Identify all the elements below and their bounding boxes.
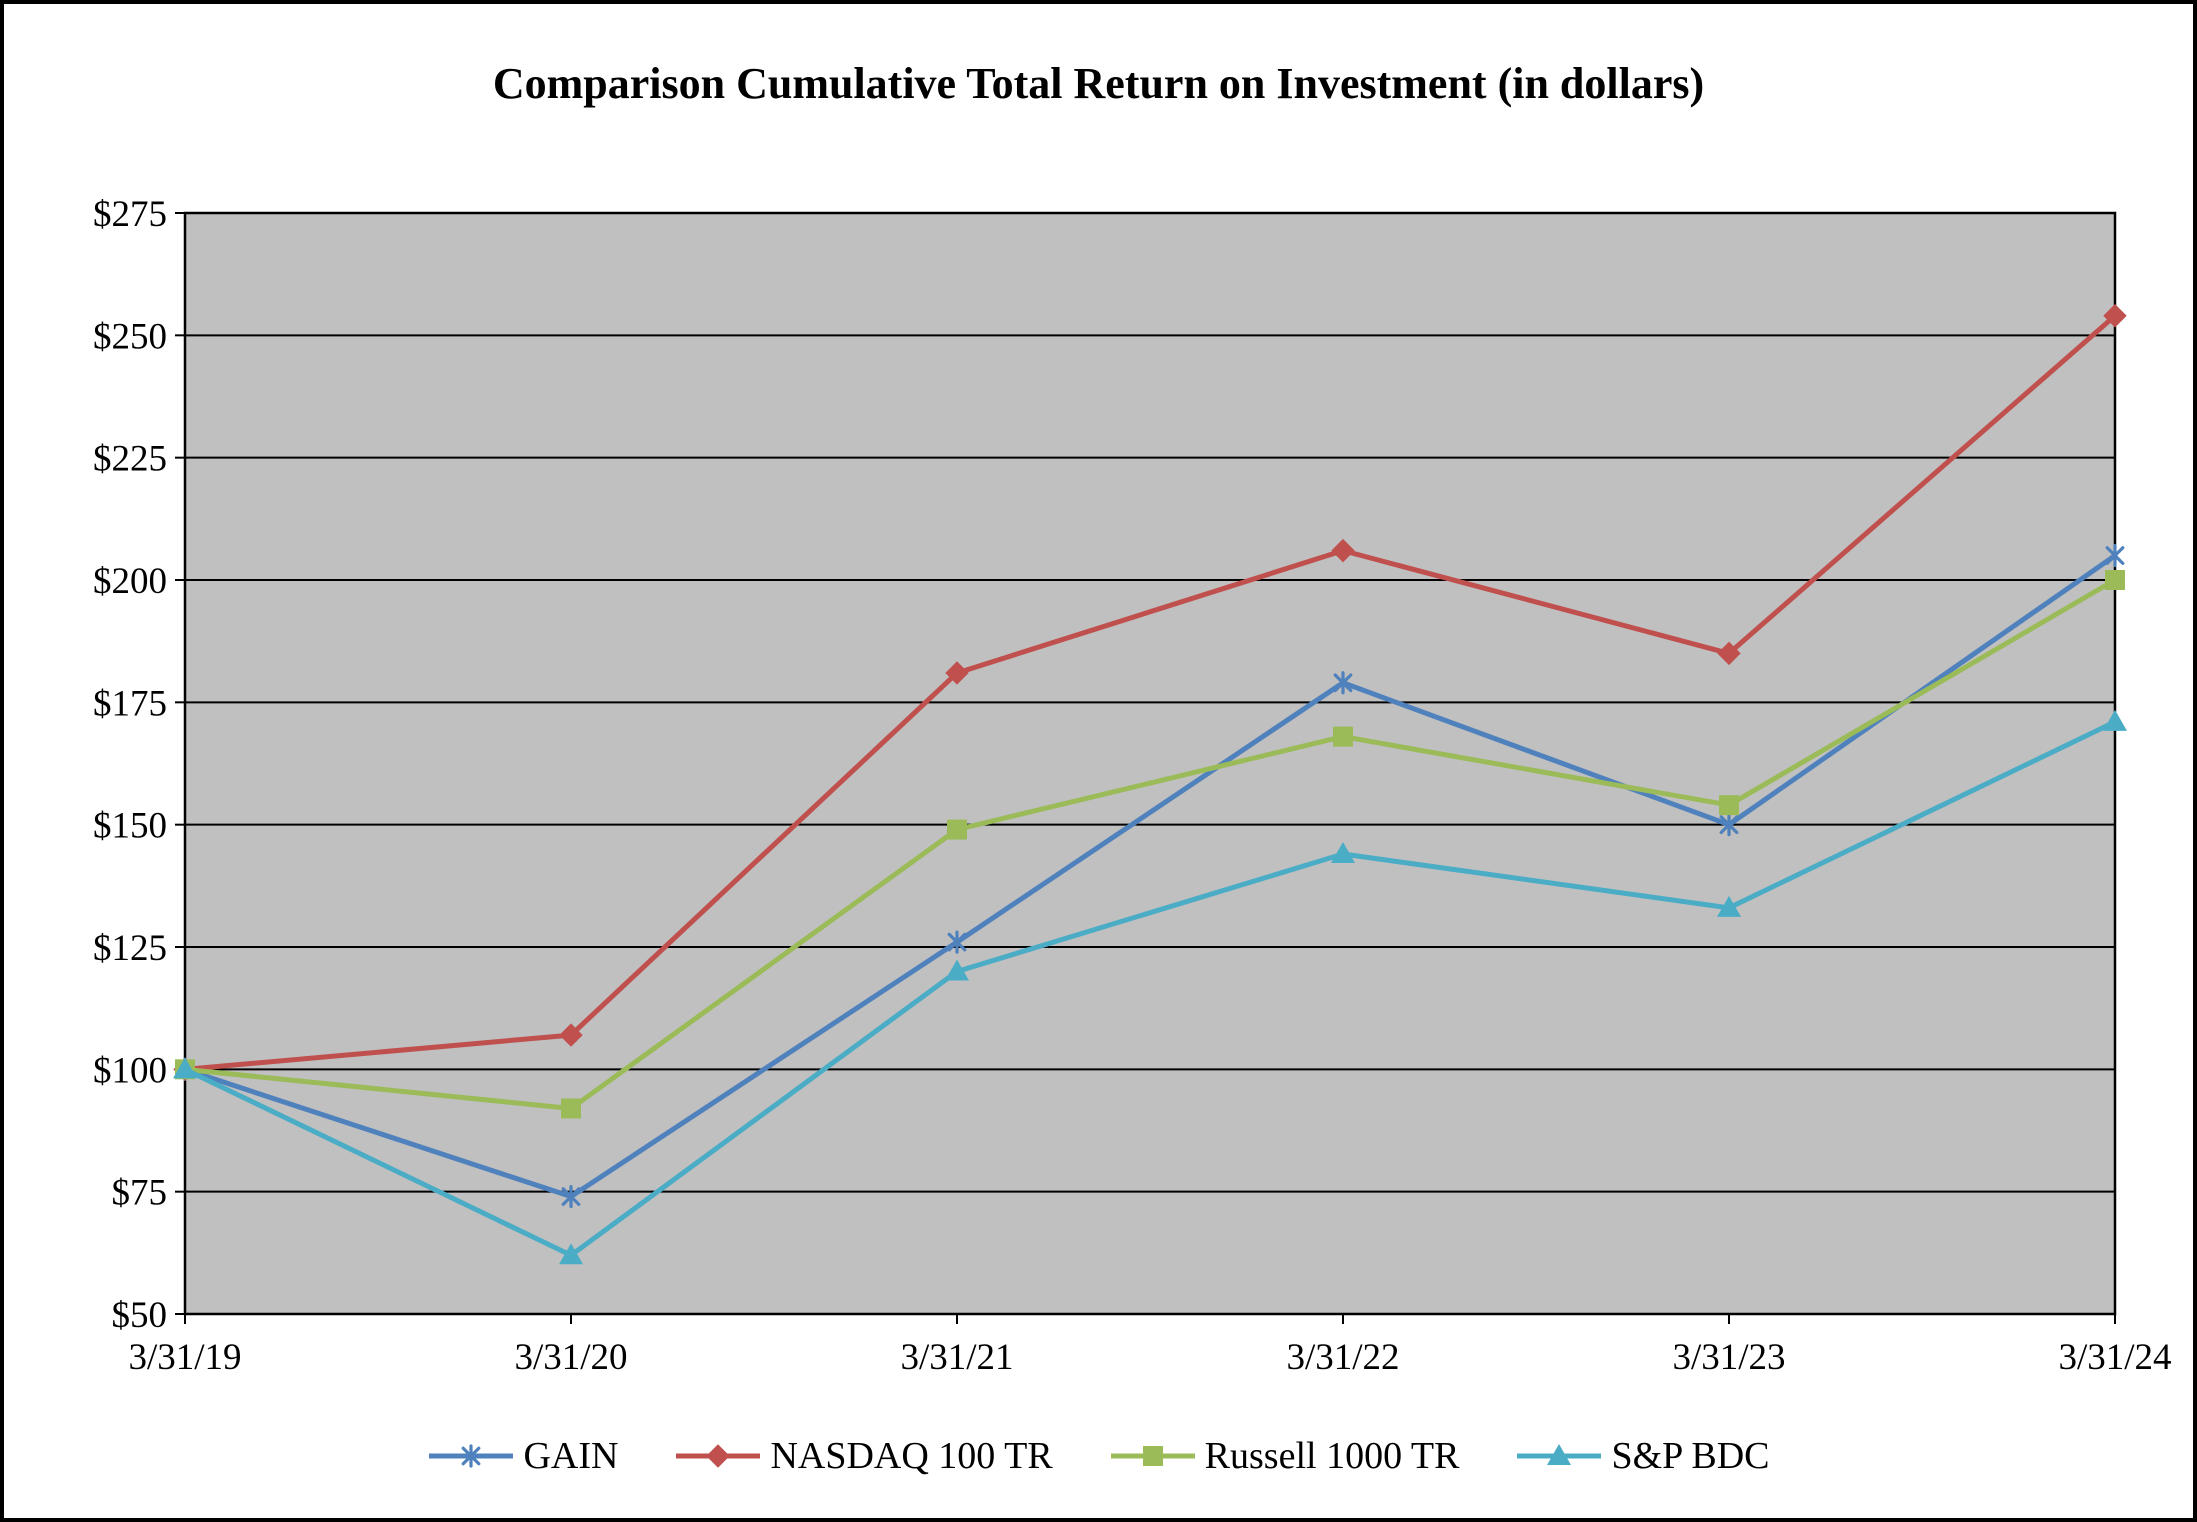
series-s-p-bdc xyxy=(173,709,2127,1265)
series-line-russell-1000-tr xyxy=(182,577,2118,1111)
series-russell-1000-tr xyxy=(175,570,2125,1119)
x-tick-label: 3/31/19 xyxy=(128,1337,241,1378)
chart-legend: GAIN NASDAQ 100 TR Russell 1000 TR S&P BDC xyxy=(4,1434,2193,1478)
y-tick-label: $100 xyxy=(93,1050,167,1091)
x-axis-labels: 3/31/19 3/31/20 3/31/21 3/31/22 3/31/23 3/31/… xyxy=(128,1314,2172,1378)
series-line-gain xyxy=(182,553,2118,1200)
legend-marker-nasdaq-100-tr-icon xyxy=(676,1444,761,1468)
y-tick-label: $150 xyxy=(93,806,167,847)
x-tick-label: 3/31/22 xyxy=(1286,1337,1399,1378)
legend-marker-s-p-bdc-icon xyxy=(1517,1444,1602,1465)
series-line-nasdaq-100-tr xyxy=(182,313,2118,1072)
legend-item-s-p-bdc: S&P BDC xyxy=(1515,1434,1770,1478)
legend-label-russell-1000-tr: Russell 1000 TR xyxy=(1204,1435,1460,1477)
y-axis-labels: $50 $75 $100 $125 $150 $175 $200 $225 $250 $275 xyxy=(93,194,167,1336)
y-tick-label: $175 xyxy=(93,683,167,724)
y-tick-label: $275 xyxy=(93,194,167,235)
legend-item-gain: GAIN xyxy=(427,1434,618,1478)
x-tick-label: 3/31/21 xyxy=(900,1337,1013,1378)
plot-border xyxy=(183,211,2117,1316)
y-tick-label: $250 xyxy=(93,316,167,357)
legend-item-russell-1000-tr: Russell 1000 TR xyxy=(1109,1434,1460,1478)
x-tick-label: 3/31/24 xyxy=(2058,1337,2171,1378)
y-tick-label: $50 xyxy=(112,1295,168,1336)
line-chart: $50 $75 $100 $125 $150 $175 $200 $225 $250 $275 3/… xyxy=(93,194,2172,1378)
series-line-s-p-bdc xyxy=(182,719,2118,1258)
y-tick-label: $125 xyxy=(93,928,167,969)
y-tick-label: $75 xyxy=(112,1173,168,1214)
chart-title: Comparison Cumulative Total Return on In… xyxy=(492,59,1705,108)
y-tick-label: $200 xyxy=(93,561,167,602)
legend-item-nasdaq-100-tr: NASDAQ 100 TR xyxy=(674,1434,1053,1478)
series-markers-s-p-bdc xyxy=(173,709,2127,1265)
legend-label-s-p-bdc: S&P BDC xyxy=(1611,1435,1770,1477)
legend-marker-russell-1000-tr-icon xyxy=(1110,1446,1195,1466)
legend-label-nasdaq-100-tr: NASDAQ 100 TR xyxy=(770,1435,1053,1477)
legend-marker-gain-icon xyxy=(429,1444,514,1468)
legend-label-gain: GAIN xyxy=(523,1435,619,1477)
x-tick-label: 3/31/20 xyxy=(514,1337,627,1378)
plot-area xyxy=(185,213,2115,1314)
x-tick-label: 3/31/23 xyxy=(1672,1337,1785,1378)
y-tick-label: $225 xyxy=(93,439,167,480)
